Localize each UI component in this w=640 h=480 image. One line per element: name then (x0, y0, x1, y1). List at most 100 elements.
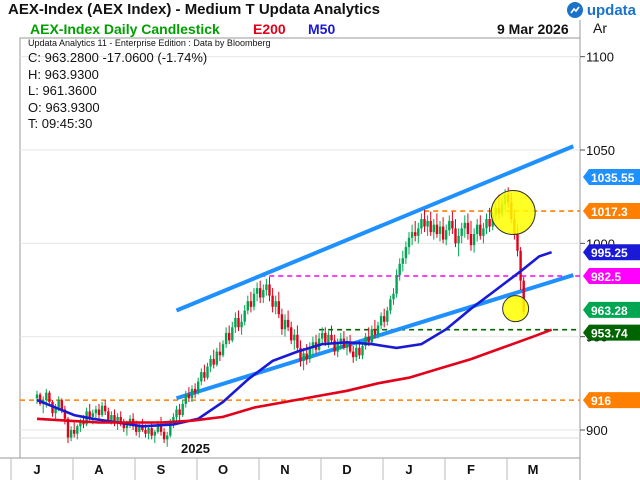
candle-body (463, 222, 466, 229)
x-tick-label: J (405, 462, 412, 477)
candle-body (345, 342, 349, 348)
candle-body (410, 232, 414, 238)
candle-body (429, 220, 432, 233)
candle-body (488, 219, 491, 227)
title-bar: AEX-Index (AEX Index) - Medium T Updata … (0, 0, 640, 21)
candle-body (516, 234, 519, 251)
candle-body (476, 224, 479, 234)
candle-body (212, 359, 215, 365)
price-label: 1017.3 (583, 203, 640, 220)
candle-body (162, 431, 166, 440)
ohlc-open: O: 963.9300 (28, 99, 100, 115)
price-label: 953.74 (583, 324, 640, 341)
y-tick-label: 1100 (586, 50, 614, 65)
ema200-legend[interactable]: E200 (253, 21, 286, 37)
candle-body (392, 293, 395, 300)
candle-body (94, 409, 98, 414)
candle-body (435, 224, 439, 234)
candle-body (200, 372, 203, 382)
price-label-box (583, 324, 640, 341)
candle-body (166, 435, 169, 440)
window-title: AEX-Index (AEX Index) - Medium T Updata … (8, 1, 380, 18)
candle-body (181, 403, 184, 416)
candle-body (252, 293, 256, 307)
candle-body (460, 228, 463, 236)
candle-body (311, 342, 315, 348)
candle-body (141, 426, 144, 430)
candle-body (401, 258, 404, 264)
candle-body (268, 284, 271, 296)
candle-body (432, 224, 435, 233)
candle-body (302, 353, 305, 361)
candle-body (203, 372, 206, 378)
price-label-text: 1035.55 (591, 171, 635, 185)
candle-body (135, 426, 138, 432)
x-tick-label: S (157, 462, 166, 477)
x-tick-label: M (528, 462, 539, 477)
price-label-text: 953.74 (591, 327, 628, 341)
candle-body (240, 321, 243, 328)
candle-body (339, 338, 342, 345)
candle-body (321, 332, 324, 339)
candle-body (355, 347, 358, 358)
candle-body (277, 301, 280, 315)
ohlc-time: T: 09:45:30 (28, 116, 93, 131)
candle-body (451, 220, 454, 229)
candle-body (100, 405, 104, 416)
candle-body (286, 319, 290, 328)
candle-body (206, 366, 209, 378)
y-tick-label: 900 (586, 423, 608, 438)
candle-body (364, 336, 367, 346)
candle-body (441, 226, 445, 240)
candle-body (104, 405, 107, 412)
candle-body (348, 342, 352, 352)
candle-body (54, 407, 57, 414)
price-label: 1035.55 (583, 168, 640, 185)
candle-body (367, 336, 370, 343)
x-tick-label: N (280, 462, 289, 477)
candle-body (290, 327, 293, 341)
updata-logo-text: updata (586, 1, 636, 19)
candle-body (457, 235, 460, 244)
price-label: 995.25 (583, 244, 640, 261)
x-tick-label: F (467, 462, 475, 477)
price-label-box (583, 392, 640, 409)
candle-body (333, 340, 336, 352)
candle-body (472, 234, 476, 246)
candle-body (407, 237, 411, 248)
candle-body (426, 220, 429, 227)
candle-body (274, 301, 277, 307)
candle-body (221, 344, 225, 356)
updata-logo-icon (566, 2, 583, 18)
candle-body (125, 422, 129, 429)
candle-body (386, 310, 389, 322)
candle-body (438, 226, 442, 234)
candle-body (147, 428, 150, 434)
price-label: 916 (583, 392, 640, 409)
candle-body (404, 247, 408, 259)
candle-body (243, 310, 246, 322)
candle-body (190, 388, 194, 399)
candle-body (113, 415, 116, 423)
candle-body (119, 416, 122, 425)
candle-body (522, 280, 525, 312)
price-label-box (583, 244, 640, 261)
candle-body (308, 347, 311, 360)
x-tick-label: A (94, 462, 104, 477)
candle-body (280, 314, 284, 330)
ohlc-close: C: 963.2800 -17.0600 (-1.74%) (28, 50, 208, 65)
candle-body (215, 351, 218, 365)
ma50-legend[interactable]: M50 (308, 21, 336, 37)
candle-body (178, 409, 181, 416)
candle-body (246, 301, 249, 311)
axis-unit-label: Ar (593, 20, 607, 36)
candle-body (197, 381, 200, 393)
candle-body (417, 228, 420, 236)
candle-body (389, 299, 392, 311)
updata-logo: updata (566, 1, 636, 19)
chart-name: AEX-Index Daily Candlestick (30, 21, 220, 37)
price-label-box (583, 268, 640, 284)
candle-body (66, 418, 70, 438)
ohlc-low: L: 961.3600 (28, 83, 97, 98)
